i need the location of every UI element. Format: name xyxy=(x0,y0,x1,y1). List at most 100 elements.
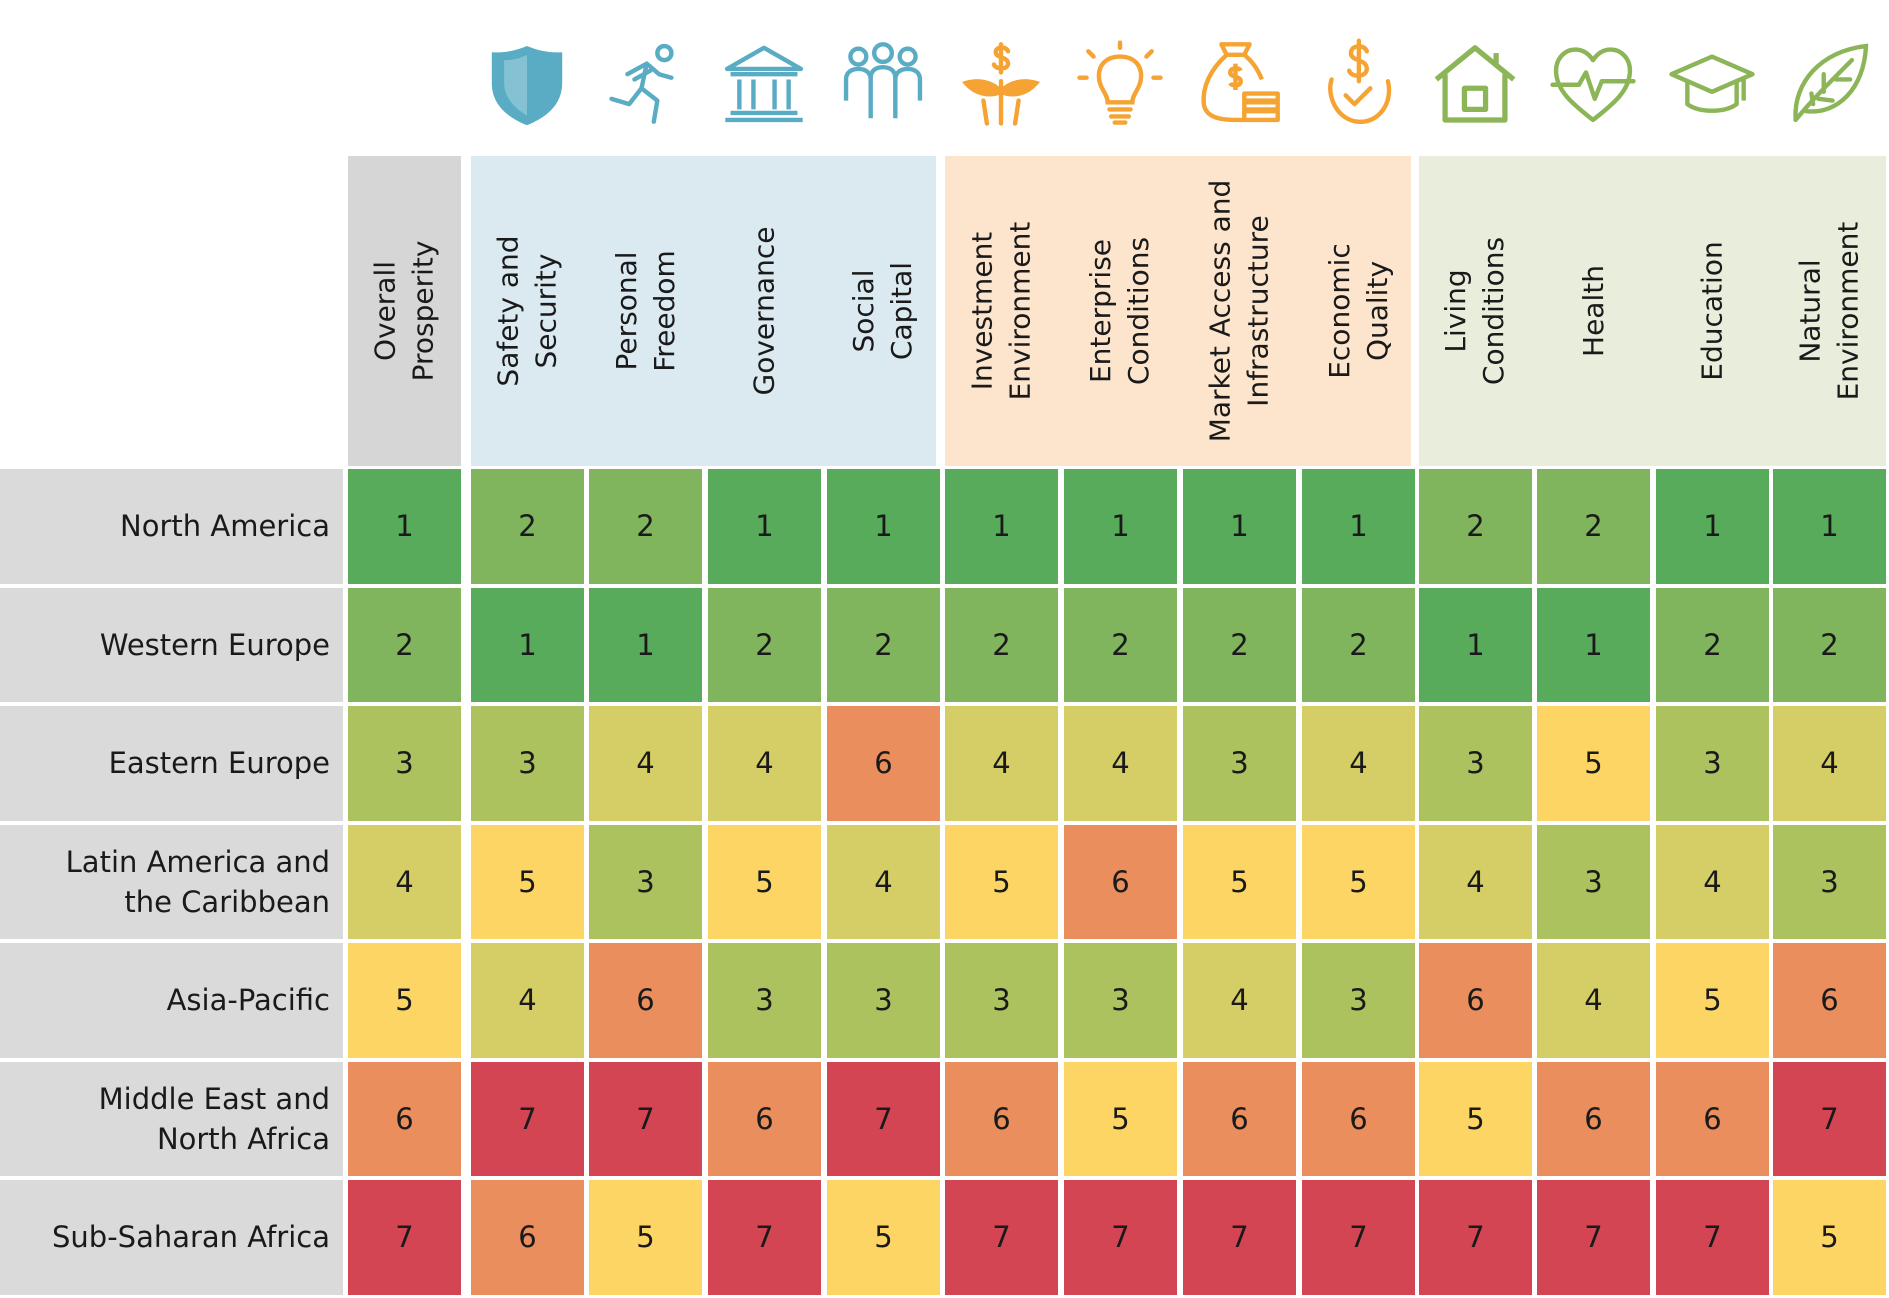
row-label-background xyxy=(0,1180,343,1295)
rank-cell: 6 xyxy=(589,943,702,1058)
rank-cell: 6 xyxy=(1183,1061,1296,1176)
rank-cell: 2 xyxy=(1064,587,1177,702)
rank-cell: 5 xyxy=(1183,824,1296,939)
rank-cell: 3 xyxy=(945,943,1058,1058)
column-header-label: Governance xyxy=(747,226,781,396)
rank-cell: 4 xyxy=(1537,943,1650,1058)
rank-cell: 6 xyxy=(1773,943,1886,1058)
rank-cell: 3 xyxy=(1656,706,1769,821)
rank-cell: 4 xyxy=(945,706,1058,821)
shield-icon xyxy=(483,38,571,128)
rank-cell: 2 xyxy=(1537,469,1650,584)
rank-cell: 1 xyxy=(1183,469,1296,584)
column-header: Education xyxy=(1656,156,1769,466)
row-label-background xyxy=(0,706,343,821)
column-header: Health xyxy=(1537,156,1650,466)
rank-cell: 2 xyxy=(827,587,940,702)
rank-cell: 4 xyxy=(1302,706,1415,821)
rank-cell: 4 xyxy=(471,943,584,1058)
column-header-label: Social Capital xyxy=(847,261,919,361)
rank-cell: 3 xyxy=(1064,943,1177,1058)
rank-cell: 6 xyxy=(827,706,940,821)
rank-cell: 1 xyxy=(945,469,1058,584)
rank-cell: 6 xyxy=(471,1180,584,1295)
rank-cell: 2 xyxy=(1656,587,1769,702)
row-label: Western Europe xyxy=(99,627,330,662)
row-label: Middle East and North Africa xyxy=(98,1081,330,1156)
rank-cell: 3 xyxy=(708,943,821,1058)
rank-cell: 6 xyxy=(945,1061,1058,1176)
rank-cell: 2 xyxy=(589,469,702,584)
rank-cell: 7 xyxy=(1183,1180,1296,1295)
row-label: Asia-Pacific xyxy=(166,983,330,1018)
rank-cell: 5 xyxy=(945,824,1058,939)
rank-cell: 5 xyxy=(827,1180,940,1295)
rank-cell: 3 xyxy=(589,824,702,939)
rank-cell: 2 xyxy=(708,587,821,702)
people-group-icon xyxy=(839,38,927,128)
rank-cell: 4 xyxy=(827,824,940,939)
column-header-label: Education xyxy=(1695,241,1729,381)
rank-cell: 5 xyxy=(589,1180,702,1295)
column-header-label: Investment Environment xyxy=(965,221,1037,401)
rank-cell: 2 xyxy=(1183,587,1296,702)
header-group-overall xyxy=(348,156,461,466)
rank-cell: 5 xyxy=(1537,706,1650,821)
column-header: Natural Environment xyxy=(1773,156,1886,466)
rank-cell: 4 xyxy=(589,706,702,821)
leaf-icon xyxy=(1785,38,1873,128)
column-header: Enterprise Conditions xyxy=(1064,156,1177,466)
money-bag-coins-icon xyxy=(1195,38,1283,128)
column-header: Investment Environment xyxy=(945,156,1058,466)
rank-cell: 4 xyxy=(1183,943,1296,1058)
row-label-background xyxy=(0,469,343,584)
row-label: North America xyxy=(120,509,330,544)
rank-cell: 6 xyxy=(348,1061,461,1176)
row-label: Eastern Europe xyxy=(108,746,330,781)
rank-cell: 3 xyxy=(1419,706,1532,821)
rank-cell: 6 xyxy=(1656,1061,1769,1176)
government-building-icon xyxy=(720,38,808,128)
rank-cell: 4 xyxy=(1064,706,1177,821)
heart-pulse-icon xyxy=(1549,38,1637,128)
rank-cell: 4 xyxy=(708,706,821,821)
column-header-label: Health xyxy=(1576,265,1610,357)
rank-cell: 2 xyxy=(1773,587,1886,702)
rank-cell: 3 xyxy=(348,706,461,821)
rank-cell: 7 xyxy=(1419,1180,1532,1295)
rank-cell: 4 xyxy=(348,824,461,939)
column-header-label: Personal Freedom xyxy=(609,250,681,372)
rank-cell: 7 xyxy=(589,1061,702,1176)
rank-cell: 2 xyxy=(1302,587,1415,702)
rank-cell: 1 xyxy=(827,469,940,584)
running-person-icon xyxy=(601,38,689,128)
rank-cell: 1 xyxy=(1064,469,1177,584)
rank-cell: 5 xyxy=(708,824,821,939)
column-header-label: Natural Environment xyxy=(1793,221,1865,401)
rank-cell: 4 xyxy=(1656,824,1769,939)
column-header: Overall Prosperity xyxy=(348,156,461,466)
column-header: Economic Quality xyxy=(1302,156,1415,466)
column-header-label: Overall Prosperity xyxy=(368,240,440,382)
rank-cell: 7 xyxy=(1773,1061,1886,1176)
column-header-label: Market Access and Infrastructure xyxy=(1203,179,1275,443)
rank-cell: 7 xyxy=(471,1061,584,1176)
rank-cell: 5 xyxy=(1064,1061,1177,1176)
column-header-label: Economic Quality xyxy=(1322,243,1394,379)
row-label-background xyxy=(0,1061,343,1176)
column-header: Living Conditions xyxy=(1419,156,1532,466)
rank-cell: 7 xyxy=(1656,1180,1769,1295)
graduation-cap-icon xyxy=(1668,38,1756,128)
rank-cell: 7 xyxy=(1302,1180,1415,1295)
rank-cell: 6 xyxy=(1064,824,1177,939)
rank-cell: 4 xyxy=(1773,706,1886,821)
rank-cell: 6 xyxy=(708,1061,821,1176)
column-header-label: Enterprise Conditions xyxy=(1084,236,1156,386)
rank-cell: 2 xyxy=(471,469,584,584)
rank-cell: 3 xyxy=(1302,943,1415,1058)
rank-cell: 7 xyxy=(1537,1180,1650,1295)
rank-cell: 5 xyxy=(348,943,461,1058)
money-plant-icon xyxy=(957,38,1045,128)
column-header: Personal Freedom xyxy=(589,156,702,466)
